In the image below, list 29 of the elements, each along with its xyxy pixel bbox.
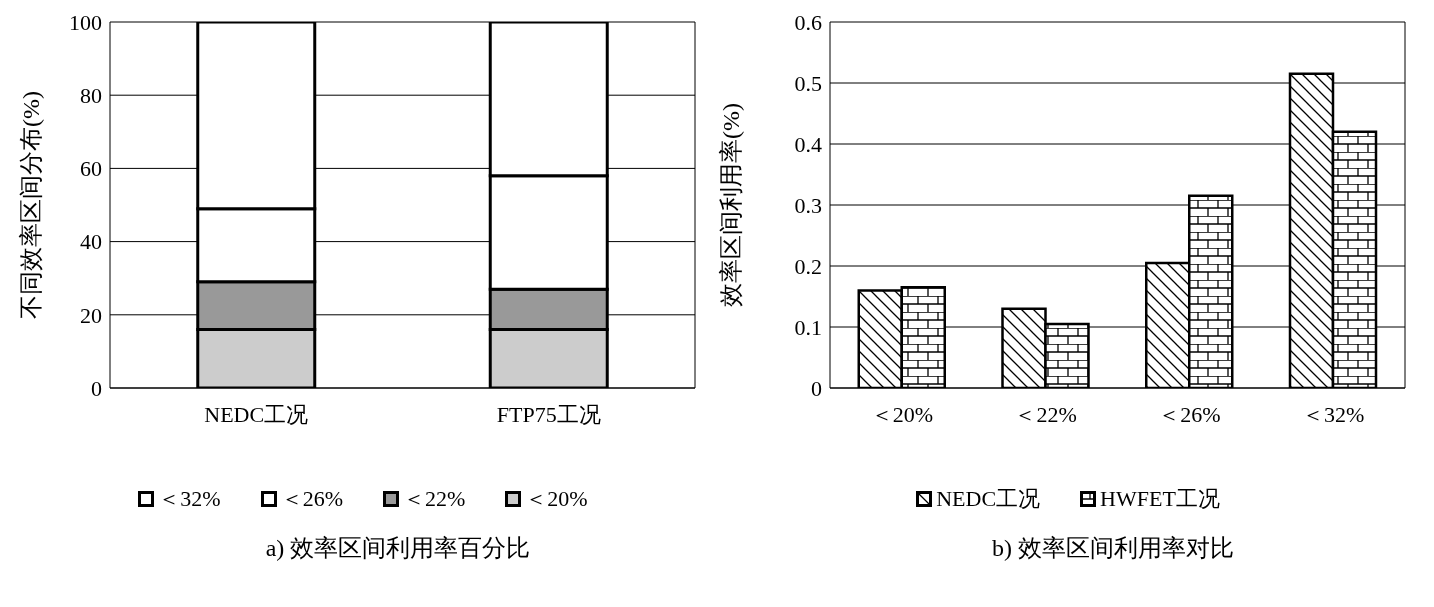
x-tick-label: ＜32% [1301,401,1365,427]
y-tick-label: 0 [91,375,102,401]
legend-label: ＜20% [525,485,588,513]
y-tick-label: 60 [80,156,102,182]
x-tick-label: ＜26% [1158,401,1221,427]
y-tick-label: 0 [811,375,822,401]
legend-label: HWFET工况 [1100,485,1220,513]
y-tick-label: 20 [80,302,102,328]
y-tick-label: 40 [80,229,102,255]
y-axis-title: 效率区间利用率(%) [717,103,744,307]
y-tick-label: 0.3 [794,192,822,218]
y-tick-label: 0.4 [794,131,822,157]
x-tick-label: FTP75工况 [496,401,601,427]
y-tick-label: 0.1 [794,314,822,340]
y-tick-label: 100 [69,9,102,35]
x-tick-label: ＜20% [870,401,934,427]
y-axis-title: 不同效率区间分布(%) [17,91,44,319]
y-tick-label: 0.5 [794,70,822,96]
legend-label: ＜26% [280,485,343,513]
text: a) 效率区间利用率百分比 [264,534,532,563]
text: b) 效率区间利用率对比 [991,534,1235,563]
y-tick-label: 80 [80,83,102,109]
legend-label: ＜22% [403,485,466,513]
y-tick-label: 0.6 [794,9,822,35]
x-tick-label: ＜22% [1014,401,1077,427]
legend-label: ＜32% [158,485,221,513]
y-tick-label: 0.2 [794,253,822,279]
x-tick-label: NEDC工况 [204,401,309,427]
legend-label: NEDC工况 [936,485,1041,513]
